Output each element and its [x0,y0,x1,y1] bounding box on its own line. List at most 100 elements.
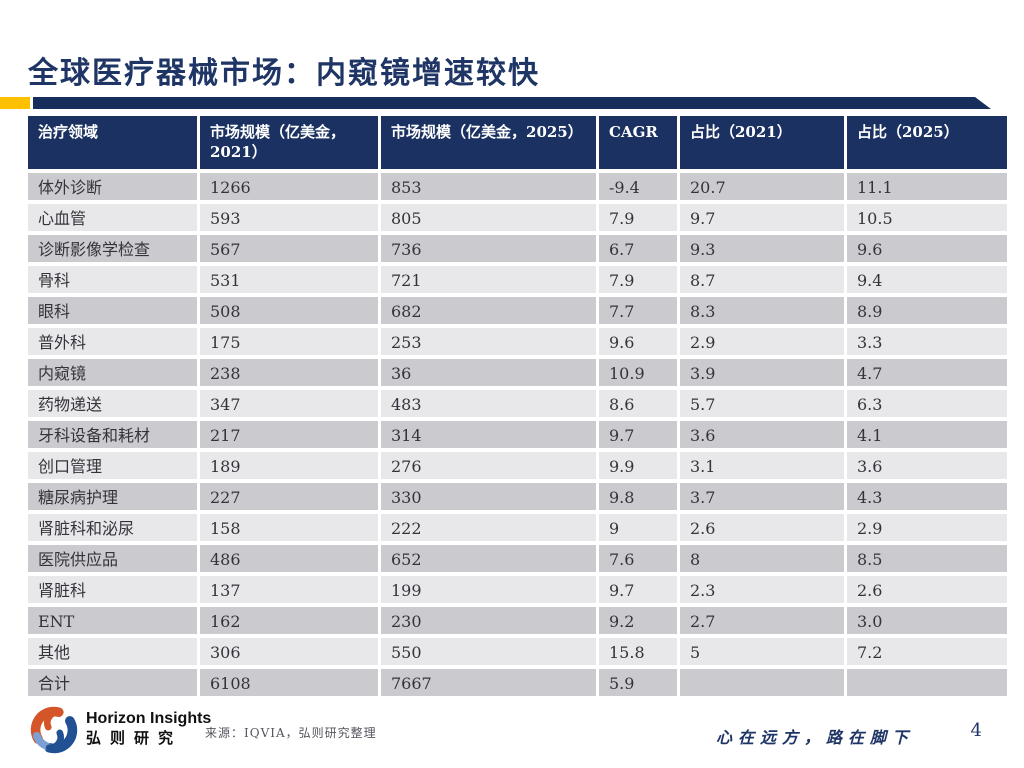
table-cell: 7667 [381,669,596,696]
table-cell: 5.9 [599,669,677,696]
table-cell: 3.6 [680,421,844,448]
table-cell: 9.6 [847,235,1007,262]
page-title: 全球医疗器械市场：内窥镜增速较快 [28,56,540,91]
row-label: 内窥镜 [28,359,197,386]
table-cell: 3.3 [847,328,1007,355]
table-cell: 3.1 [680,452,844,479]
table-cell: 137 [200,576,378,603]
table-cell: 8.6 [599,390,677,417]
table-cell: 8.9 [847,297,1007,324]
row-label: 创口管理 [28,452,197,479]
table-cell: 222 [381,514,596,541]
table-cell: 314 [381,421,596,448]
table-cell: 9.6 [599,328,677,355]
table-cell: 8.5 [847,545,1007,572]
row-label: 牙科设备和耗材 [28,421,197,448]
table-cell: 230 [381,607,596,634]
header-cell-share-2021: 占比（2021） [680,116,844,169]
table-cell: 189 [200,452,378,479]
table-cell: 853 [381,173,596,200]
row-label: 普外科 [28,328,197,355]
table-cell: 2.7 [680,607,844,634]
table-cell: 3.6 [847,452,1007,479]
table-cell: 5.7 [680,390,844,417]
table-cell: 2.9 [680,328,844,355]
table-cell: 7.2 [847,638,1007,665]
table-cell: 9.9 [599,452,677,479]
table-cell: 10.9 [599,359,677,386]
table-cell: 7.6 [599,545,677,572]
row-label: 诊断影像学检查 [28,235,197,262]
table-cell: 9.7 [599,576,677,603]
table-cell: 6.7 [599,235,677,262]
table-cell: 682 [381,297,596,324]
row-label: 眼科 [28,297,197,324]
table-cell: 4.3 [847,483,1007,510]
table-cell: -9.4 [599,173,677,200]
table-cell [847,669,1007,696]
table-cell: 253 [381,328,596,355]
table-cell: 3.9 [680,359,844,386]
table-cell: 1266 [200,173,378,200]
table-cell: 2.3 [680,576,844,603]
table-cell: 721 [381,266,596,293]
horizon-insights-logo-icon [30,706,78,754]
logo-text: Horizon Insights 弘则研究 [86,710,216,748]
market-table: 治疗领域 市场规模（亿美金，2021） 市场规模（亿美金，2025） CAGR … [28,116,1007,696]
row-label: 医院供应品 [28,545,197,572]
table-cell: 508 [200,297,378,324]
table-cell: 11.1 [847,173,1007,200]
table-cell: 9.8 [599,483,677,510]
table-cell: 3.7 [680,483,844,510]
table-cell: 162 [200,607,378,634]
table-cell: 158 [200,514,378,541]
header-cell-market-size-2021: 市场规模（亿美金，2021） [200,116,378,169]
table-cell: 276 [381,452,596,479]
table-cell: 6.3 [847,390,1007,417]
row-label: 其他 [28,638,197,665]
table-cell: 2.9 [847,514,1007,541]
table-cell: 9 [599,514,677,541]
table-cell: 199 [381,576,596,603]
table-cell: 486 [200,545,378,572]
row-label: 肾脏科和泌尿 [28,514,197,541]
table-cell: 306 [200,638,378,665]
logo-name-en: Horizon Insights [86,710,212,727]
row-label: 骨科 [28,266,197,293]
divider-accent-square [0,97,30,109]
row-label: 药物递送 [28,390,197,417]
row-label: ENT [28,607,197,634]
table-cell: 36 [381,359,596,386]
logo-name-cn: 弘则研究 [86,729,183,747]
row-label: 肾脏科 [28,576,197,603]
table-cell: 9.2 [599,607,677,634]
row-label: 心血管 [28,204,197,231]
table-cell: 238 [200,359,378,386]
header-cell-treatment-area: 治疗领域 [28,116,197,169]
row-label: 合计 [28,669,197,696]
table-cell: 567 [200,235,378,262]
table-cell: 7.9 [599,266,677,293]
divider-bar [33,97,991,109]
title-divider [0,97,1024,109]
table-cell: 531 [200,266,378,293]
table-cell: 6108 [200,669,378,696]
table-cell: 8.3 [680,297,844,324]
table-cell: 593 [200,204,378,231]
table-cell: 8.7 [680,266,844,293]
table-cell: 2.6 [680,514,844,541]
row-label: 糖尿病护理 [28,483,197,510]
table-cell: 8 [680,545,844,572]
table-cell: 652 [381,545,596,572]
table-cell: 4.7 [847,359,1007,386]
table-cell: 550 [381,638,596,665]
table-cell: 736 [381,235,596,262]
header-cell-share-2025: 占比（2025） [847,116,1007,169]
table-cell: 9.4 [847,266,1007,293]
table-cell: 483 [381,390,596,417]
table-cell: 7.7 [599,297,677,324]
table-cell: 9.3 [680,235,844,262]
header-cell-cagr: CAGR [599,116,677,169]
footer: Horizon Insights 弘则研究 来源：IQVIA，弘则研究整理 心在… [0,702,1024,762]
page-number: 4 [970,720,982,741]
